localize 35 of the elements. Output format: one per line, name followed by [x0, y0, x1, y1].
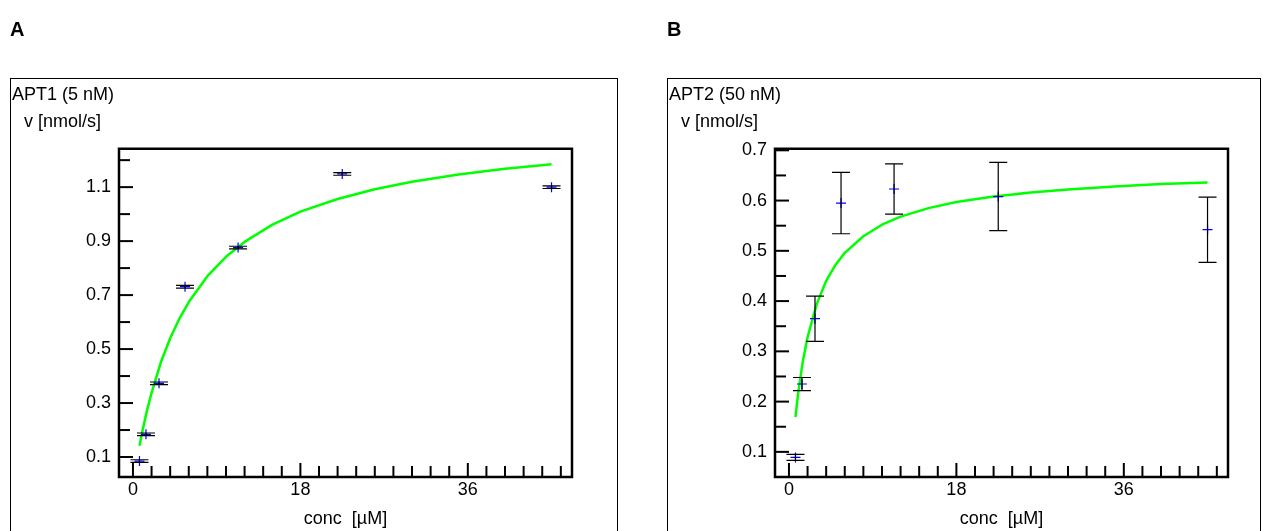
- y-tick-label: 0.5: [85, 338, 111, 359]
- x-tick-label: 36: [457, 478, 478, 499]
- x-tick-label: 36: [1113, 478, 1134, 499]
- x-axis-title: conc [µM]: [959, 508, 1044, 529]
- point: [133, 455, 146, 467]
- y-tick-label: 0.2: [741, 390, 767, 411]
- x-tick-label: 18: [946, 478, 967, 499]
- y-axis-title: v [nmol/s]: [681, 111, 759, 132]
- point: [545, 181, 558, 193]
- y-tick-label: 0.4: [741, 290, 767, 311]
- point: [153, 377, 165, 389]
- y-tick-label: 0.3: [85, 392, 111, 413]
- x-axis-title: conc [µM]: [303, 508, 388, 529]
- chart-title: APT1 (5 nM): [12, 84, 115, 105]
- point: [232, 241, 244, 254]
- text: B: [667, 18, 682, 41]
- y-tick-label: 0.1: [85, 446, 111, 466]
- text: A: [10, 18, 25, 41]
- y-tick-label: 0.9: [85, 230, 111, 251]
- point: [789, 451, 802, 463]
- y-tick-label: 1.1: [85, 176, 111, 197]
- y-tick-label: 0.3: [741, 340, 767, 361]
- y-tick-label: 0.6: [741, 189, 767, 210]
- x-tick-label: 0: [783, 478, 794, 499]
- y-tick-label: 0.1: [741, 440, 767, 461]
- point: [336, 168, 348, 180]
- x-tick-label: 18: [290, 478, 311, 499]
- y-tick-label: 0.7: [85, 284, 111, 305]
- y-axis-title: v [nmol/s]: [24, 111, 102, 132]
- chart-title: APT2 (50 nM): [669, 84, 782, 105]
- point: [140, 428, 152, 440]
- y-tick-label: 0.5: [741, 239, 767, 260]
- point: [179, 281, 191, 293]
- x-tick-label: 0: [127, 478, 138, 499]
- y-tick-label: 0.7: [741, 139, 767, 160]
